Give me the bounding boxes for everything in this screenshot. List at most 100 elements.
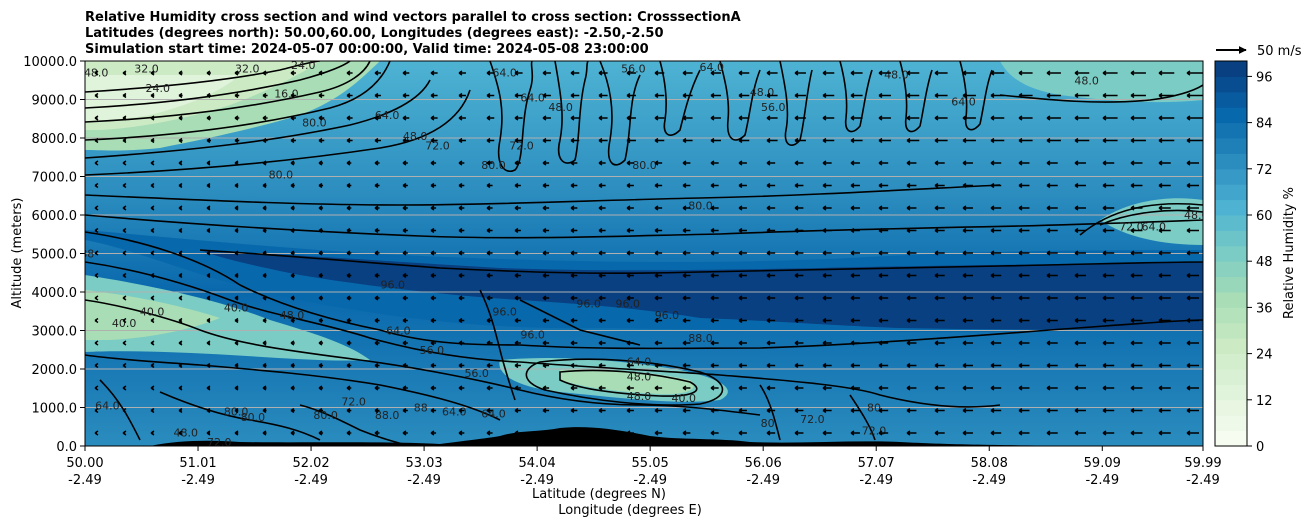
wind-vector	[822, 160, 832, 166]
wind-vector	[150, 227, 155, 234]
colorbar-band	[1215, 292, 1247, 308]
wind-vector	[766, 272, 776, 279]
contour-label: 72.0	[509, 140, 534, 153]
wind-vector	[374, 385, 380, 391]
wind-vector	[178, 70, 183, 76]
wind-vector	[178, 205, 183, 211]
colorbar-band	[1215, 245, 1247, 262]
wind-vector	[94, 160, 99, 166]
wind-vector	[430, 295, 437, 301]
wind-vector	[234, 182, 239, 189]
wind-vector	[822, 362, 832, 369]
wind-vector	[206, 205, 211, 211]
wind-vector	[514, 70, 523, 76]
wind-vector	[514, 137, 523, 144]
wind-vector	[150, 182, 155, 189]
wind-vector	[402, 182, 408, 189]
wind-vector	[990, 250, 1002, 256]
wind-vector	[486, 317, 493, 324]
wind-vector	[122, 340, 127, 346]
wind-vector	[1074, 272, 1086, 279]
wind-vector	[1018, 385, 1030, 391]
wind-vector	[262, 385, 267, 391]
contour-lines	[85, 61, 1203, 446]
wind-vector	[934, 295, 945, 301]
wind-vector	[1018, 295, 1030, 301]
wind-vector	[402, 385, 408, 391]
wind-vector	[178, 430, 183, 436]
wind-vector	[1186, 317, 1199, 324]
wind-vector	[934, 115, 948, 121]
wind-vector	[430, 182, 437, 189]
wind-vector	[822, 92, 835, 99]
wind-vector	[374, 92, 381, 99]
wind-vector	[262, 340, 267, 346]
y-tick-label: 6000.0	[32, 209, 78, 224]
wind-vector	[150, 362, 155, 369]
wind-vector	[514, 430, 521, 436]
x-tick-label-lon: -2.49	[972, 473, 1006, 488]
contour-label: 80.0	[481, 159, 506, 172]
wind-vector	[934, 272, 945, 279]
wind-vector	[990, 227, 1002, 234]
wind-vector	[94, 295, 99, 301]
wind-vector	[654, 362, 663, 369]
wind-vector	[822, 407, 832, 414]
wind-vector	[318, 407, 324, 414]
wind-vector	[374, 115, 381, 121]
contour-label: 40.0	[671, 392, 696, 405]
wind-vector	[1102, 295, 1115, 301]
contour-label: 40.0	[224, 301, 249, 314]
wind-vector	[962, 317, 973, 324]
wind-vector	[990, 70, 1005, 76]
contour-line	[849, 394, 876, 441]
wind-vector	[654, 70, 665, 76]
wind-vector	[542, 295, 550, 301]
contour-line	[85, 79, 431, 159]
wind-vector	[374, 317, 380, 324]
contour-label: 64.0	[375, 109, 400, 122]
wind-vector	[626, 407, 634, 414]
contour-line	[719, 61, 761, 141]
contour-line	[85, 61, 351, 109]
wind-vector	[626, 115, 636, 121]
wind-vector	[878, 430, 889, 436]
contour-label: 48.0	[627, 390, 652, 403]
wind-vector	[1046, 160, 1058, 166]
wind-vector	[1130, 227, 1143, 234]
wind-vector	[122, 407, 127, 414]
x-tick-label-lon: -2.49	[294, 473, 328, 488]
wind-vector	[1158, 92, 1175, 99]
wind-vector	[822, 182, 832, 189]
wind-vector	[542, 362, 550, 369]
wind-vector	[766, 115, 778, 121]
wind-vector	[738, 205, 747, 211]
wind-vector	[934, 160, 945, 166]
wind-vector	[262, 362, 267, 369]
wind-vector	[430, 115, 438, 121]
wind-vector	[962, 272, 973, 279]
wind-vector	[794, 115, 806, 121]
wind-vector	[458, 92, 466, 99]
wind-vector	[486, 362, 493, 369]
contour-label: 64.0	[481, 407, 506, 420]
wind-vector	[430, 407, 437, 414]
wind-vector	[1074, 407, 1086, 414]
wind-vector	[850, 70, 863, 76]
wind-vector	[598, 115, 608, 121]
wind-vector	[234, 430, 239, 436]
wind-vector	[598, 385, 606, 391]
wind-vector	[626, 385, 634, 391]
wind-vector	[1046, 430, 1058, 436]
wind-vector	[990, 137, 1005, 144]
x-tick-label-lat: 50.00	[66, 456, 103, 471]
wind-vector	[1018, 70, 1033, 76]
wind-vector	[374, 340, 380, 346]
colorbar-band	[1215, 338, 1247, 355]
wind-vector	[822, 227, 832, 234]
wind-vector	[878, 295, 889, 301]
wind-vector	[542, 92, 551, 99]
wind-vector	[598, 227, 606, 234]
wind-vector	[290, 250, 295, 256]
wind-vector	[1046, 182, 1058, 189]
